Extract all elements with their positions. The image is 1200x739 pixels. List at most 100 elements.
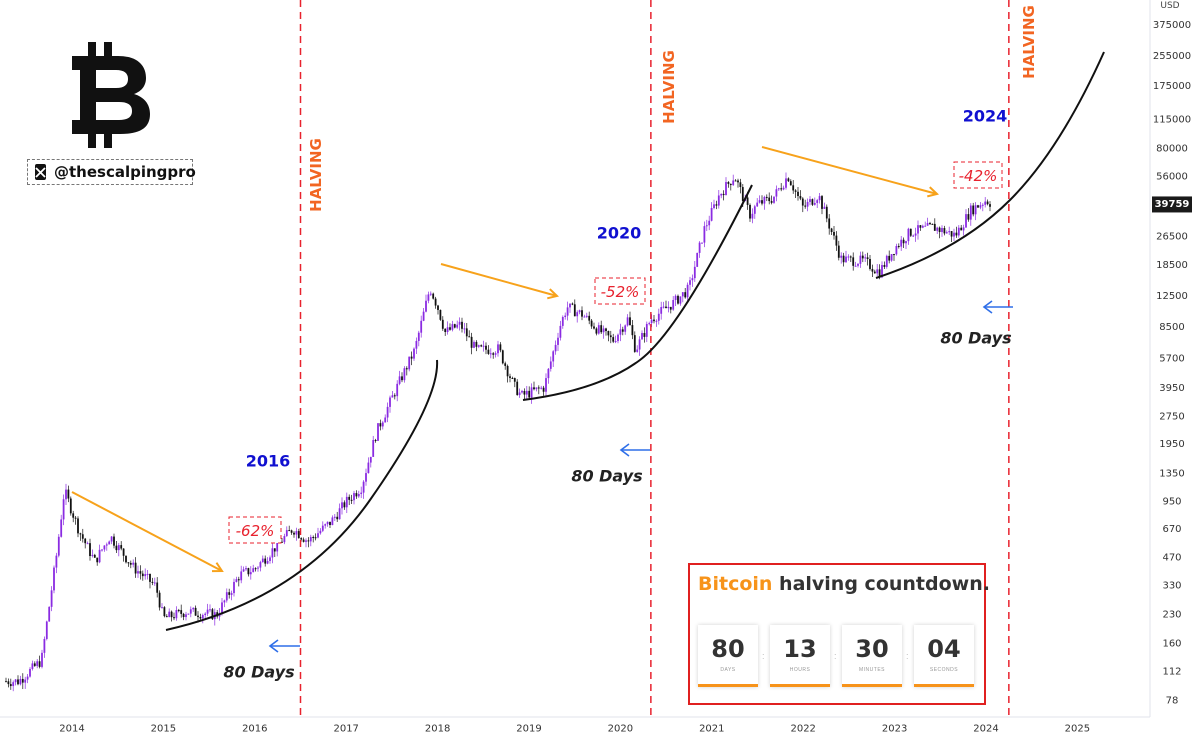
candle-down [883, 265, 886, 267]
candle-up [225, 592, 228, 601]
candle-up [773, 196, 775, 203]
price-tick-label: 56000 [1156, 172, 1188, 183]
candle-up [763, 196, 766, 204]
candle-up [415, 340, 418, 349]
candle-up [187, 613, 190, 615]
candle-down [749, 204, 751, 219]
candle-down [199, 617, 202, 619]
candle-up [912, 235, 915, 237]
candle-down [300, 538, 303, 540]
candle-up [679, 296, 682, 304]
price-tick-label: 375000 [1153, 20, 1191, 31]
candle-down [986, 201, 989, 205]
candle-up [321, 525, 324, 531]
price-tick-label: 12500 [1156, 291, 1188, 302]
candle-up [257, 567, 259, 569]
candle-down [837, 245, 840, 258]
candle-down [293, 532, 295, 535]
candle-down [835, 235, 838, 246]
candle-up [230, 593, 233, 595]
candle-up [26, 676, 29, 680]
candle-up [108, 541, 111, 545]
candle-down [506, 365, 509, 377]
candle-down [288, 530, 291, 532]
candle-down [163, 607, 166, 617]
candle-up [389, 397, 391, 407]
candle-up [549, 361, 552, 369]
candle-down [461, 321, 463, 329]
candle-down [115, 545, 118, 551]
candle-down [741, 187, 744, 202]
candle-up [223, 600, 226, 603]
candle-down [247, 568, 250, 575]
candle-up [367, 462, 370, 474]
candle-up [710, 208, 713, 221]
candle-down [393, 395, 396, 397]
candle-down [873, 271, 876, 274]
candle-down [811, 199, 814, 205]
time-tick-label: 2025 [1065, 724, 1090, 735]
candle-down [729, 183, 732, 186]
candle-down [799, 196, 802, 199]
candle-up [823, 206, 826, 209]
countdown-title-rest: halving countdown. [772, 573, 990, 595]
candle-down [828, 218, 831, 229]
candle-down [312, 537, 315, 539]
candle-down [182, 613, 185, 618]
candle-up [132, 562, 135, 565]
candle-down [307, 540, 310, 542]
time-tick-label: 2018 [425, 724, 450, 735]
candle-up [981, 204, 984, 206]
candle-down [605, 328, 607, 332]
candle-down [170, 611, 173, 618]
candle-down [492, 353, 495, 355]
candle-down [38, 661, 41, 667]
candle-up [691, 278, 694, 281]
price-tick-label: 1350 [1159, 468, 1184, 479]
candle-down [780, 188, 783, 190]
candle-up [564, 315, 567, 317]
candle-down [542, 387, 545, 392]
candle-down [581, 310, 583, 317]
candle-down [453, 324, 456, 328]
countdown-seconds: 04 SECONDS [914, 625, 974, 687]
candle-up [614, 341, 617, 343]
countdown-seconds-value: 04 [927, 635, 961, 663]
candle-down [237, 579, 240, 581]
candle-down [761, 200, 763, 204]
candle-down [989, 204, 991, 207]
candle-up [189, 609, 192, 614]
candle-up [50, 590, 53, 607]
candle-down [355, 493, 358, 497]
price-tick-label: 78 [1166, 695, 1179, 706]
candle-down [228, 592, 231, 595]
candle-up [660, 307, 663, 314]
candle-down [439, 309, 442, 320]
candle-down [787, 178, 790, 182]
candle-up [295, 531, 298, 535]
candle-up [713, 204, 715, 209]
candle-down [866, 257, 869, 259]
halving-label: HALVING [1020, 5, 1038, 79]
candle-up [14, 679, 17, 683]
candle-down [499, 344, 502, 351]
candle-down [113, 536, 115, 546]
candle-down [852, 257, 855, 266]
candle-down [77, 518, 79, 534]
candle-up [261, 558, 264, 563]
time-tick-label: 2014 [59, 724, 84, 735]
candle-up [645, 323, 648, 337]
candle-down [861, 255, 864, 259]
candle-up [271, 548, 274, 558]
candle-down [897, 245, 900, 247]
candle-down [79, 533, 82, 535]
candle-down [797, 191, 799, 197]
candle-up [725, 182, 727, 196]
candle-up [953, 232, 955, 237]
candle-down [487, 349, 490, 354]
candle-up [331, 517, 334, 526]
candle-up [840, 255, 843, 258]
candle-down [950, 231, 953, 237]
candle-up [427, 294, 430, 301]
